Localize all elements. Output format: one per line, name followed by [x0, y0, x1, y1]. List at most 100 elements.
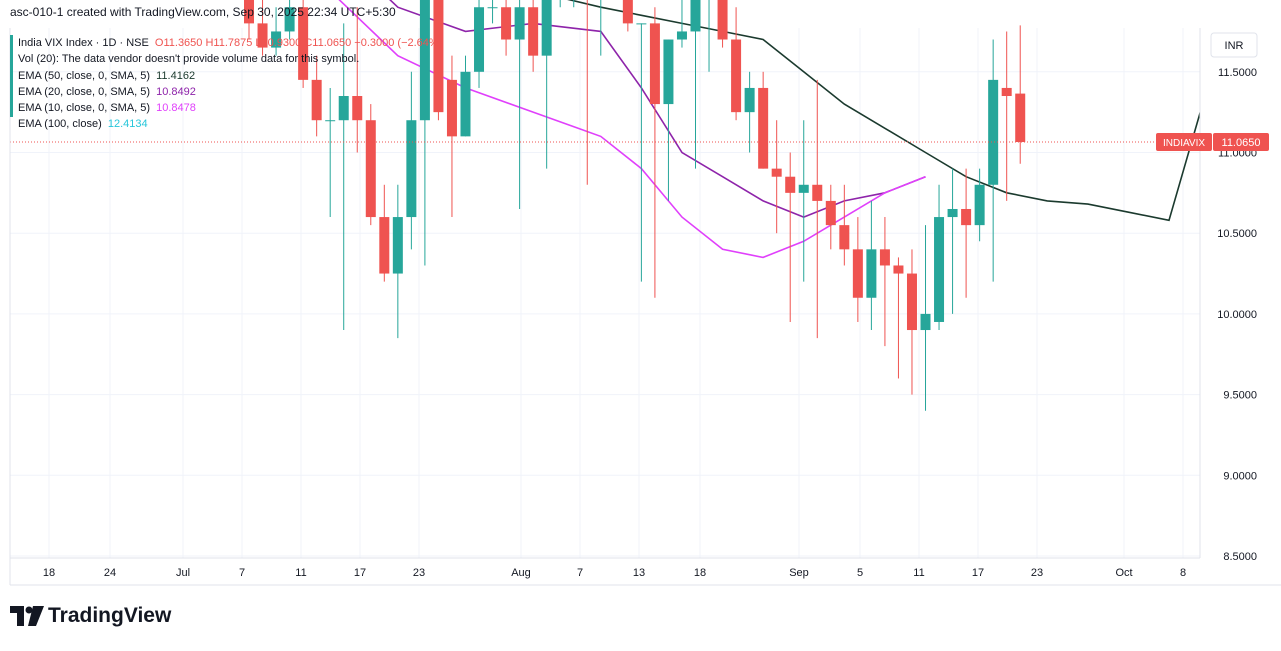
candle-body — [988, 79, 999, 185]
candle-body — [690, 0, 701, 32]
candle[interactable] — [311, 55, 322, 137]
candle[interactable] — [474, 0, 485, 88]
candle[interactable] — [325, 87, 336, 218]
candle-body — [514, 7, 525, 40]
candle[interactable] — [419, 0, 430, 266]
candle[interactable] — [365, 104, 376, 226]
time-tick-label: 24 — [104, 567, 116, 579]
candle[interactable] — [514, 0, 525, 209]
candle[interactable] — [785, 152, 796, 322]
time-tick-label: 23 — [413, 567, 425, 579]
candle[interactable] — [839, 184, 850, 266]
ema-line-ema-20-close-0-sma-5 — [389, 0, 926, 218]
legend-ohlc: O11.3650 H11.7875 L10.9300 C11.0650 −0.3… — [154, 37, 443, 49]
candle-body — [433, 0, 444, 113]
last-price-tag — [1213, 133, 1269, 152]
candle[interactable] — [934, 184, 945, 331]
currency-box[interactable] — [1210, 32, 1258, 58]
legend-ema20-value: 10.8492 — [156, 85, 196, 98]
candle[interactable] — [284, 0, 295, 40]
candle[interactable] — [690, 0, 701, 169]
time-tick-label: 18 — [43, 567, 55, 579]
candle-body — [311, 79, 322, 121]
candle-body — [812, 184, 823, 201]
candle[interactable] — [528, 0, 539, 72]
candle[interactable] — [663, 39, 674, 201]
candle[interactable] — [596, 0, 606, 56]
legend-ema20-row: EMA (20, close, 0, SMA, 5) 10.8492 — [18, 84, 442, 100]
candle[interactable] — [758, 71, 769, 169]
candle[interactable] — [879, 217, 890, 347]
candle[interactable] — [271, 7, 282, 56]
ema-line-ema-10-close-0-sma-5 — [338, 0, 926, 259]
candle-body — [934, 217, 945, 322]
candle[interactable] — [866, 200, 877, 331]
candle-body — [731, 39, 742, 113]
candle-body — [284, 7, 295, 32]
candle[interactable] — [798, 120, 809, 282]
candle-body — [798, 184, 809, 193]
candle[interactable] — [257, 0, 268, 56]
candle[interactable] — [1001, 31, 1012, 201]
chart-legend: India VIX Index · 1D · NSE O11.3650 H11.… — [18, 35, 442, 133]
candle[interactable] — [298, 0, 309, 88]
candle-body — [365, 120, 376, 218]
candle[interactable] — [244, 0, 255, 40]
candle-body — [961, 208, 972, 226]
symbol-price-tag-label: INDIAVIX — [1163, 138, 1205, 149]
candle[interactable] — [704, 0, 714, 72]
candle[interactable] — [771, 120, 782, 234]
candle[interactable] — [988, 39, 999, 282]
price-axis-bg[interactable] — [1200, 0, 1281, 558]
candle[interactable] — [338, 23, 349, 331]
time-tick-label: Jul — [176, 567, 190, 579]
candle[interactable] — [744, 71, 755, 153]
candle[interactable] — [446, 55, 457, 218]
candle[interactable] — [501, 0, 512, 56]
time-tick-label: 17 — [972, 567, 984, 579]
candle[interactable] — [920, 225, 931, 411]
legend-ema50-label: EMA (50, close, 0, SMA, 5) — [18, 69, 151, 82]
candle[interactable] — [406, 71, 417, 250]
candle-body — [906, 273, 917, 331]
time-tick-label: 5 — [857, 567, 863, 579]
candle-body — [622, 0, 633, 24]
candle[interactable] — [460, 55, 471, 137]
candle-body — [852, 249, 863, 298]
candle[interactable] — [352, 7, 363, 153]
candle[interactable] — [893, 257, 904, 379]
candle[interactable] — [852, 217, 863, 322]
candle[interactable] — [433, 0, 444, 121]
price-tick-label: 8.5000 — [1223, 551, 1257, 563]
candle[interactable] — [974, 168, 985, 242]
candle[interactable] — [947, 168, 958, 314]
candle[interactable] — [541, 0, 552, 169]
time-tick-label: 11 — [913, 567, 924, 579]
candle[interactable] — [906, 249, 917, 395]
candle-body — [1001, 87, 1012, 97]
candle-body — [893, 265, 904, 274]
candle[interactable] — [961, 168, 972, 298]
time-tick-label: 11 — [295, 567, 306, 579]
legend-ema10-label: EMA (10, close, 0, SMA, 5) — [18, 102, 151, 115]
candle[interactable] — [636, 23, 647, 282]
candle[interactable] — [1015, 25, 1026, 164]
candle[interactable] — [717, 0, 728, 48]
candle[interactable] — [649, 7, 660, 298]
price-tick-label: 9.5000 — [1223, 390, 1257, 402]
legend-ema100-row: EMA (100, close) 12.4134 — [18, 116, 442, 132]
candle-body — [419, 0, 430, 121]
candle-body — [663, 39, 674, 105]
candle[interactable] — [392, 184, 403, 339]
candle[interactable] — [379, 184, 390, 282]
candle[interactable] — [582, 0, 592, 185]
legend-vol-row: Vol (20): The data vendor doesn't provid… — [18, 51, 442, 67]
candle[interactable] — [622, 0, 633, 32]
candle[interactable] — [676, 0, 687, 48]
candle[interactable] — [812, 79, 823, 339]
candle[interactable] — [487, 0, 498, 24]
candle[interactable] — [731, 7, 742, 121]
candle[interactable] — [825, 184, 836, 250]
